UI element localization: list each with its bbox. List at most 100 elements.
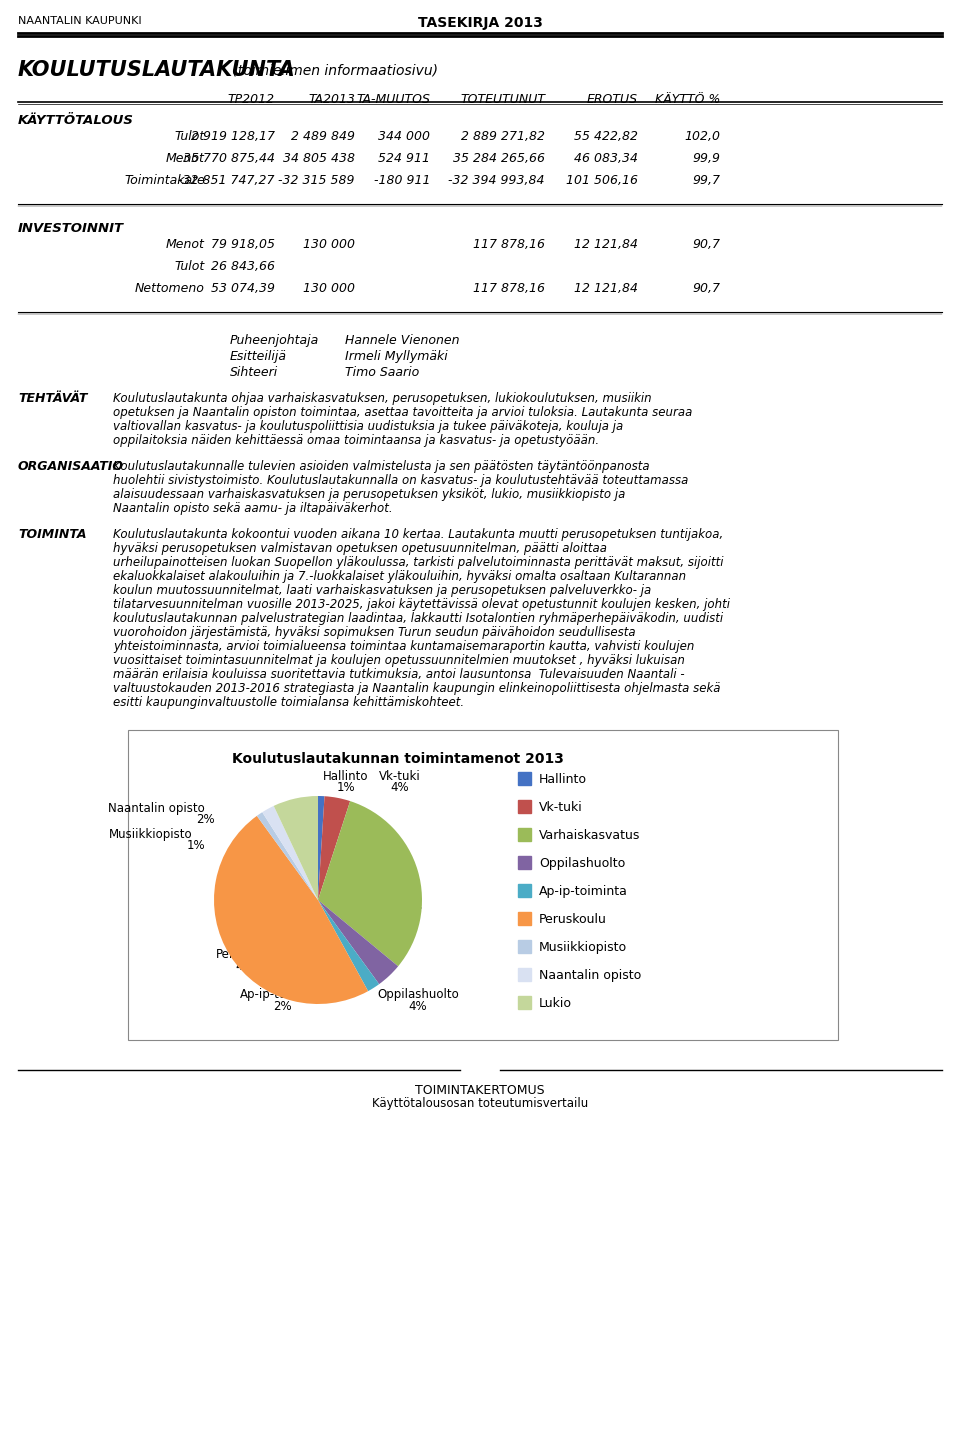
Text: 1%: 1% [186,839,205,852]
Text: Lukio: Lukio [539,997,572,1010]
Text: Peruskoulu: Peruskoulu [539,913,607,926]
Text: 2%: 2% [197,813,215,826]
Text: opetuksen ja Naantalin opiston toimintaa, asettaa tavoitteita ja arvioi tuloksia: opetuksen ja Naantalin opiston toimintaa… [113,407,692,420]
Text: Tulot: Tulot [175,130,205,143]
Text: 130 000: 130 000 [303,237,355,250]
Text: 99,7: 99,7 [692,174,720,187]
Wedge shape [318,900,379,991]
Text: 2 489 849: 2 489 849 [291,130,355,143]
Text: 53 074,39: 53 074,39 [211,282,275,295]
Wedge shape [318,900,398,984]
Text: 101 506,16: 101 506,16 [566,174,638,187]
Text: esitti kaupunginvaltuustolle toimialansa kehittämiskohteet.: esitti kaupunginvaltuustolle toimialansa… [113,696,464,709]
Wedge shape [318,802,422,967]
Bar [518,941,531,954]
Text: 2 919 128,17: 2 919 128,17 [191,130,275,143]
Wedge shape [318,796,324,900]
Wedge shape [318,796,350,900]
Text: 1%: 1% [337,781,355,794]
Bar [518,884,531,897]
Text: 31%: 31% [362,912,388,925]
Text: TOIMINTA: TOIMINTA [18,528,86,541]
Text: Menot: Menot [166,152,205,165]
Text: vuosittaiset toimintasuunnitelmat ja koulujen opetussuunnitelmien muutokset , hy: vuosittaiset toimintasuunnitelmat ja kou… [113,654,684,667]
Wedge shape [214,816,368,1004]
Text: 4%: 4% [409,1000,427,1013]
Text: TA2013: TA2013 [308,93,355,106]
Text: ORGANISAATIO: ORGANISAATIO [18,460,124,473]
Text: koulutuslautakunnan palvelustrategian laadintaa, lakkautti Isotalontien ryhmäper: koulutuslautakunnan palvelustrategian la… [113,612,723,625]
Text: Oppilashuolto: Oppilashuolto [377,988,459,1001]
Text: 90,7: 90,7 [692,237,720,250]
Text: Esitteilijä: Esitteilijä [230,350,287,363]
Text: 26 843,66: 26 843,66 [211,260,275,273]
Text: Musiikkiopisto: Musiikkiopisto [108,828,192,841]
Text: hyväksi perusopetuksen valmistavan opetuksen opetusuunnitelman, päätti aloittaa: hyväksi perusopetuksen valmistavan opetu… [113,543,607,556]
Text: koulun muutossuunnitelmat, laati varhaiskasvatuksen ja perusopetuksen palveluver: koulun muutossuunnitelmat, laati varhais… [113,585,651,598]
Text: ekaluokkalaiset alakouluihin ja 7.-luokkalaiset yläkouluihin, hyväksi omalta osa: ekaluokkalaiset alakouluihin ja 7.-luokk… [113,570,686,583]
Text: 99,9: 99,9 [692,152,720,165]
Text: Käyttötalousosan toteutumisvertailu: Käyttötalousosan toteutumisvertailu [372,1097,588,1110]
Text: -32 851 747,27: -32 851 747,27 [179,174,275,187]
Text: alaisuudessaan varhaiskasvatuksen ja perusopetuksen yksiköt, lukio, musiikkiopis: alaisuudessaan varhaiskasvatuksen ja per… [113,488,625,501]
Text: 35 284 265,66: 35 284 265,66 [453,152,545,165]
Text: Vk-tuki: Vk-tuki [379,770,420,783]
Text: Hallinto: Hallinto [539,773,587,786]
Text: KOULUTUSLAUTAKUNTA: KOULUTUSLAUTAKUNTA [18,59,296,80]
Text: Puheenjohtaja: Puheenjohtaja [230,334,320,347]
Text: tilatarvesuunnitelman vuosille 2013-2025, jakoi käytettävissä olevat opetustunni: tilatarvesuunnitelman vuosille 2013-2025… [113,598,730,611]
Text: Naantalin opisto: Naantalin opisto [108,802,205,815]
Text: Peruskoulu: Peruskoulu [216,948,280,961]
Text: valtiovallan kasvatus- ja koulutuspoliittisia uudistuksia ja tukee päiväkoteja, : valtiovallan kasvatus- ja koulutuspoliit… [113,420,623,433]
Text: Koulutuslautakunta ohjaa varhaiskasvatuksen, perusopetuksen, lukiokoulutuksen, m: Koulutuslautakunta ohjaa varhaiskasvatuk… [113,392,652,405]
Text: 2 889 271,82: 2 889 271,82 [461,130,545,143]
Text: 46 083,34: 46 083,34 [574,152,638,165]
Text: valtuustokauden 2013-2016 strategiasta ja Naantalin kaupungin elinkeinopoliittis: valtuustokauden 2013-2016 strategiasta j… [113,682,721,695]
Text: Koulutuslautakunta kokoontui vuoden aikana 10 kertaa. Lautakunta muutti perusope: Koulutuslautakunta kokoontui vuoden aika… [113,528,723,541]
Text: TA-MUUTOS: TA-MUUTOS [356,93,430,106]
Text: 344 000: 344 000 [378,130,430,143]
Text: -32 394 993,84: -32 394 993,84 [448,174,545,187]
Text: Tulot: Tulot [175,260,205,273]
Text: Musiikkiopisto: Musiikkiopisto [539,941,627,954]
Text: Timo Saario: Timo Saario [345,366,420,379]
Text: KÄYTTÖ %: KÄYTTÖ % [655,93,720,106]
Text: TOIMINTAKERTOMUS: TOIMINTAKERTOMUS [415,1084,545,1097]
Text: Oppilashuolto: Oppilashuolto [539,857,625,870]
Text: Ap-ip-toiminta: Ap-ip-toiminta [240,988,324,1001]
Text: Naantalin opisto sekä aamu- ja iltapäiväkerhot.: Naantalin opisto sekä aamu- ja iltapäivä… [113,502,393,515]
Text: 2%: 2% [273,1000,291,1013]
Text: -32 315 589: -32 315 589 [278,174,355,187]
Text: 4%: 4% [391,781,409,794]
Text: Lukio: Lukio [243,845,274,858]
Text: TOTEUTUNUT: TOTEUTUNUT [460,93,545,106]
Text: vuorohoidon järjestämistä, hyväksi sopimuksen Turun seudun päivähoidon seudullis: vuorohoidon järjestämistä, hyväksi sopim… [113,627,636,640]
Bar [518,773,531,786]
Text: Menot: Menot [166,237,205,250]
Text: 35 770 875,44: 35 770 875,44 [183,152,275,165]
Text: INVESTOINNIT: INVESTOINNIT [18,221,124,234]
Text: Nettomeno: Nettomeno [135,282,205,295]
Text: 12 121,84: 12 121,84 [574,282,638,295]
Bar [518,996,531,1009]
Text: Hannele Vienonen: Hannele Vienonen [345,334,460,347]
Text: Ap-ip-toiminta: Ap-ip-toiminta [539,886,628,899]
Text: 34 805 438: 34 805 438 [283,152,355,165]
Text: 130 000: 130 000 [303,282,355,295]
Text: -180 911: -180 911 [373,174,430,187]
Text: TASEKIRJA 2013: TASEKIRJA 2013 [418,16,542,30]
Text: Sihteeri: Sihteeri [230,366,278,379]
Bar [128,729,838,1040]
Text: Varhaiskasvatus: Varhaiskasvatus [539,829,640,842]
Text: Naantalin opisto: Naantalin opisto [539,969,641,983]
Text: urheilupainotteisen luokan Suopellon yläkoulussa, tarkisti palvelutoiminnasta pe: urheilupainotteisen luokan Suopellon ylä… [113,556,724,569]
Text: NAANTALIN KAUPUNKI: NAANTALIN KAUPUNKI [18,16,142,26]
Text: 117 878,16: 117 878,16 [473,282,545,295]
Bar [518,857,531,870]
Bar [518,912,531,925]
Bar [518,968,531,981]
Text: KÄYTTÖTALOUS: KÄYTTÖTALOUS [18,114,133,127]
Text: 55 422,82: 55 422,82 [574,130,638,143]
Wedge shape [274,796,318,900]
Text: 12 121,84: 12 121,84 [574,237,638,250]
